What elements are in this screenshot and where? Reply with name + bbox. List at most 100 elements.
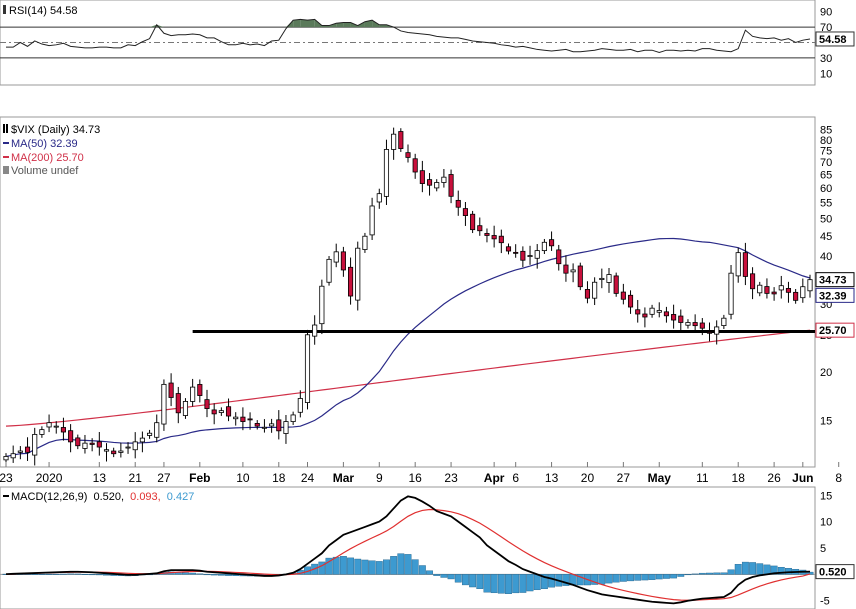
date-label-5: Feb [189, 471, 210, 485]
candle-body [592, 281, 598, 299]
candle-18 [132, 432, 138, 459]
candle-body [635, 309, 641, 315]
price-tag-1-box [815, 287, 855, 303]
candle-body [714, 326, 720, 335]
macd-histogram-bar-84 [605, 574, 613, 584]
candle-body [426, 179, 433, 186]
price-legend-icon-2 [6, 124, 8, 133]
date-label-1: 2020 [36, 471, 63, 485]
candle-102 [735, 247, 741, 283]
candle-58 [419, 160, 425, 193]
candle-body [103, 449, 110, 452]
macd-histogram-bar-96 [691, 573, 699, 575]
macd-histogram-bar-73 [526, 574, 534, 592]
candle-85 [613, 272, 619, 297]
macd-histogram-bar-31 [225, 574, 232, 576]
candle-body [96, 441, 102, 448]
candle-body [290, 414, 296, 422]
macd-legend-title: MACD(12,26,9) [11, 491, 87, 503]
candle-body [556, 249, 562, 265]
candle-17 [125, 442, 131, 454]
candle-body [355, 247, 361, 301]
candle-body [204, 399, 210, 409]
candle-body [132, 441, 138, 451]
candle-body [254, 423, 260, 427]
candle-95 [685, 319, 691, 329]
macd-histogram-bar-69 [497, 574, 505, 594]
candle-body [448, 174, 454, 197]
rsi-legend-icon [3, 5, 6, 14]
candle-body [800, 286, 806, 299]
candle-100 [721, 314, 727, 329]
candle-108 [778, 275, 784, 299]
candle-body [319, 285, 325, 325]
candle-body [455, 199, 461, 208]
candle-103 [742, 242, 748, 286]
price-legend-ma200: MA(200) 25.70 [11, 152, 84, 164]
candle-26 [190, 378, 196, 407]
rsi-tick-label-10: 10 [820, 68, 832, 80]
candle-body [46, 422, 52, 428]
macd-histogram-bar-57 [411, 559, 419, 575]
macd-histogram-bar-106 [763, 564, 771, 575]
candle-105 [757, 281, 763, 297]
macd-tick-label-5: 5 [820, 543, 826, 555]
candle-body [541, 241, 547, 252]
macd-histogram-bar-89 [641, 574, 649, 581]
macd-histogram-bar-92 [662, 574, 670, 579]
macd-histogram-bar-71 [512, 574, 520, 594]
macd-current-value-tag-box [815, 564, 855, 580]
date-label-20: 18 [732, 471, 746, 485]
candle-body [32, 434, 38, 456]
macd-histogram-bar-100 [720, 572, 728, 575]
candle-body [297, 398, 303, 413]
macd-histogram-bar-53 [383, 559, 390, 575]
candle-32 [233, 412, 239, 426]
date-label-0: 23 [0, 471, 13, 485]
candle-body [304, 334, 311, 403]
rsi-line [6, 18, 811, 54]
date-label-15: 13 [545, 471, 559, 485]
candle-body [599, 277, 605, 280]
candle-24 [175, 386, 181, 424]
candle-body [68, 430, 74, 443]
candle-body [484, 233, 490, 236]
candle-33 [240, 407, 246, 431]
candle-93 [671, 304, 677, 329]
candle-96 [692, 314, 698, 331]
candle-body [225, 406, 232, 417]
candle-body [470, 213, 476, 231]
candle-body [376, 193, 382, 203]
date-label-10: 9 [376, 471, 383, 485]
candle-101 [728, 264, 734, 320]
macd-current-value-tag: 0.520 [815, 564, 855, 580]
macd-histogram-bar-66 [476, 574, 484, 589]
candle-body [462, 208, 468, 216]
candle-4 [32, 427, 38, 466]
candle-2 [17, 446, 23, 460]
candle-body [118, 450, 124, 453]
candle-body [742, 252, 748, 277]
candle-77 [556, 244, 562, 271]
candle-body [276, 419, 282, 432]
candle-body [570, 269, 576, 273]
macd-histogram-bar-12 [88, 574, 96, 576]
rsi-tick-label-90: 90 [820, 7, 832, 19]
candle-67 [484, 228, 490, 243]
candle-62 [448, 169, 454, 204]
candle-37 [269, 418, 275, 433]
candle-body [82, 442, 88, 449]
candle-42 [304, 329, 311, 410]
candle-65 [470, 210, 476, 234]
candle-body [563, 264, 569, 274]
rsi-overbought-fill [379, 24, 387, 28]
date-label-21: 26 [767, 471, 781, 485]
date-label-3: 21 [129, 471, 143, 485]
candle-55 [398, 128, 404, 152]
candle-14 [103, 443, 110, 462]
candle-body [24, 446, 31, 453]
date-label-16: 20 [581, 471, 595, 485]
rsi-overbought-fill [336, 22, 344, 28]
macd-histogram-bar-64 [461, 574, 469, 586]
candle-75 [541, 238, 547, 255]
